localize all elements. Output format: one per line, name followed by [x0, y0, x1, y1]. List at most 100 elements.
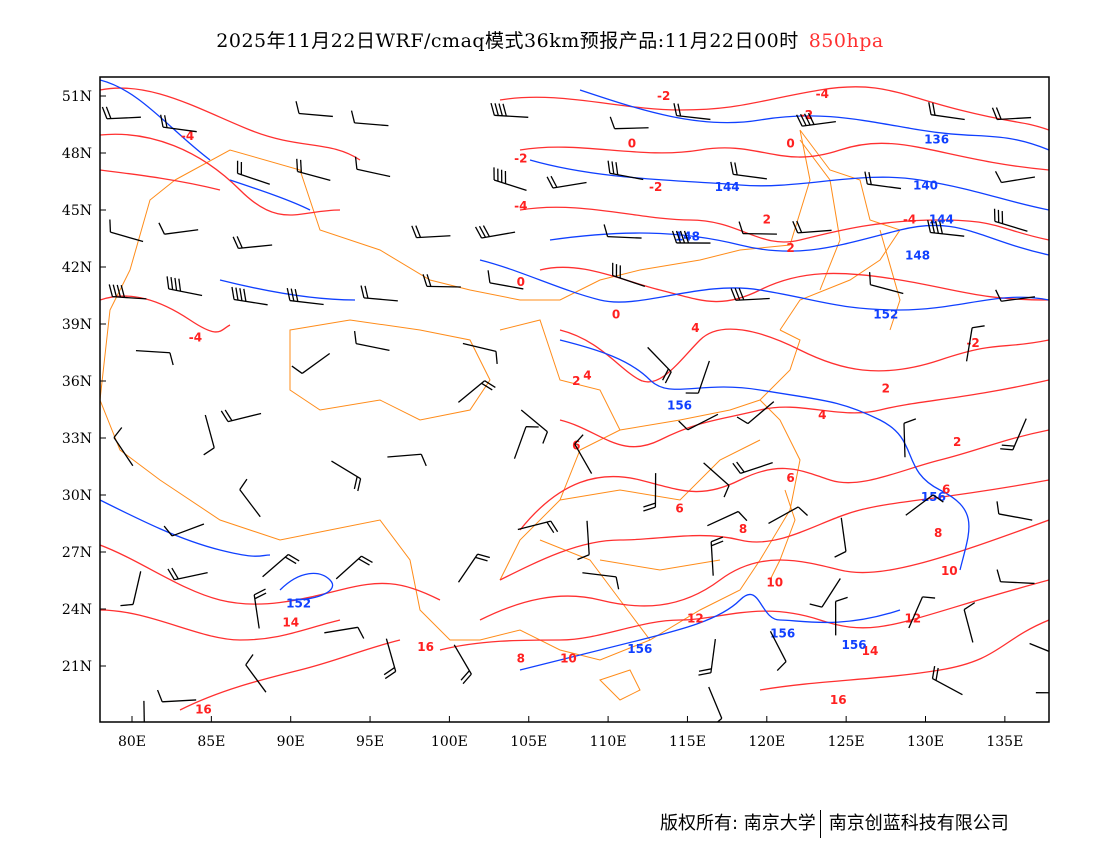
- wind-barb: [517, 520, 559, 534]
- wind-barb: [239, 478, 261, 518]
- wind-barb: [611, 262, 646, 288]
- wind-barb: [232, 236, 273, 250]
- temperature-label: -4: [189, 330, 202, 344]
- wind-barb: [994, 170, 1036, 184]
- wind-barb: [736, 401, 775, 425]
- temperature-label: 6: [675, 501, 683, 515]
- wind-barb: [120, 571, 142, 607]
- lon-tick-label: 90E: [277, 734, 305, 750]
- temperature-label: 14: [282, 615, 299, 629]
- wind-barb: [607, 160, 644, 181]
- wind-barb: [603, 224, 642, 239]
- wind-barb: [457, 553, 490, 583]
- wind-barb: [995, 289, 1035, 302]
- wind-barb: [905, 494, 944, 516]
- wind-barb: [109, 219, 144, 243]
- wind-barb: [286, 288, 324, 306]
- wind-barb: [768, 506, 808, 525]
- temperature-label: 2: [953, 435, 961, 449]
- wind-barb: [291, 352, 331, 374]
- wind-barb: [707, 510, 748, 527]
- wind-barb: [220, 409, 262, 423]
- height-label: 148: [905, 249, 930, 263]
- wind-barb: [253, 588, 267, 629]
- wind-barb: [730, 287, 770, 301]
- wind-barb: [546, 175, 587, 189]
- temperature-label: 0: [517, 275, 525, 289]
- footer-divider: [819, 810, 821, 838]
- wind-barb: [262, 553, 300, 578]
- wind-barb: [453, 644, 472, 685]
- copyright-owner: 版权所有: 南京大学: [660, 813, 816, 834]
- wind-barb: [296, 158, 331, 181]
- wind-barb: [383, 638, 397, 680]
- wind-barb: [231, 286, 268, 306]
- wind-barb: [245, 654, 267, 693]
- axis-ticks: 80E 85E 90E 95E 100E 105E 110E 115E 120E 125E 130E…: [62, 89, 1023, 750]
- lon-tick-label: 85E: [197, 734, 225, 750]
- temperature-label: -2: [657, 89, 670, 103]
- wind-barb: [331, 460, 362, 492]
- height-label: 156: [770, 627, 795, 641]
- map-title: 2025年11月22日WRF/cmaq模式36km预报产品:11月22日00时 8…: [0, 26, 1100, 53]
- wind-barb: [160, 114, 197, 133]
- lon-tick-label: 100E: [431, 734, 468, 750]
- temperature-label: 6: [942, 482, 950, 496]
- wind-barb: [868, 272, 904, 295]
- wind-barb: [113, 427, 134, 467]
- wind-barb: [732, 461, 773, 475]
- height-label: 156: [842, 638, 867, 652]
- lat-tick-label: 48N: [62, 146, 92, 162]
- wind-barb: [864, 171, 902, 190]
- wind-barb: [1029, 642, 1049, 657]
- wind-barb: [996, 569, 1035, 585]
- height-label: 156: [627, 642, 652, 656]
- temperature-label: -4: [181, 129, 194, 143]
- wind-barb: [796, 112, 836, 127]
- wind-barb: [167, 567, 208, 581]
- temperature-label: 2: [786, 241, 794, 255]
- lon-tick-label: 135E: [986, 734, 1023, 750]
- height-label: 140: [913, 178, 938, 192]
- wind-barb: [135, 349, 174, 366]
- wind-barb: [360, 285, 398, 302]
- temperature-label: 14: [862, 644, 879, 658]
- wind-barb: [685, 360, 711, 394]
- temperature-label: 0: [628, 137, 636, 151]
- wind-barbs: [101, 101, 1049, 722]
- copyright-footer: 版权所有: 南京大学 南京创蓝科技有限公司: [660, 809, 1009, 838]
- lat-tick-label: 36N: [62, 374, 92, 390]
- temperature-label: -2: [514, 152, 527, 166]
- height-label: 156: [667, 399, 692, 413]
- wind-barb: [101, 106, 141, 120]
- wind-barb: [671, 230, 711, 244]
- wind-barb: [963, 602, 976, 643]
- wind-barb: [673, 103, 711, 121]
- temperature-label: 10: [560, 651, 577, 665]
- lon-tick-label: 110E: [590, 734, 627, 750]
- map-frame: [99, 76, 1050, 723]
- wind-barb: [738, 221, 777, 235]
- wind-barb: [324, 626, 365, 639]
- temperature-label: 6: [572, 439, 580, 453]
- wind-barb: [710, 536, 724, 576]
- wind-barb: [474, 225, 516, 239]
- wind-barb: [730, 161, 767, 180]
- wind-barb: [487, 270, 524, 290]
- wind-barb: [158, 222, 199, 235]
- temperature-label: 6: [786, 471, 794, 485]
- temperature-label: 16: [417, 640, 434, 654]
- wind-barb: [834, 517, 847, 558]
- temperature-label: -2: [649, 180, 662, 194]
- temperature-label: 16: [195, 703, 212, 717]
- temperature-label: 0: [786, 137, 794, 151]
- wind-barb: [582, 572, 620, 590]
- wind-barb: [908, 596, 936, 629]
- wind-barb: [792, 220, 832, 234]
- height-label: 136: [924, 133, 949, 147]
- lon-tick-label: 125E: [828, 734, 865, 750]
- temperature-label: 4: [691, 321, 699, 335]
- lon-tick-label: 105E: [510, 734, 547, 750]
